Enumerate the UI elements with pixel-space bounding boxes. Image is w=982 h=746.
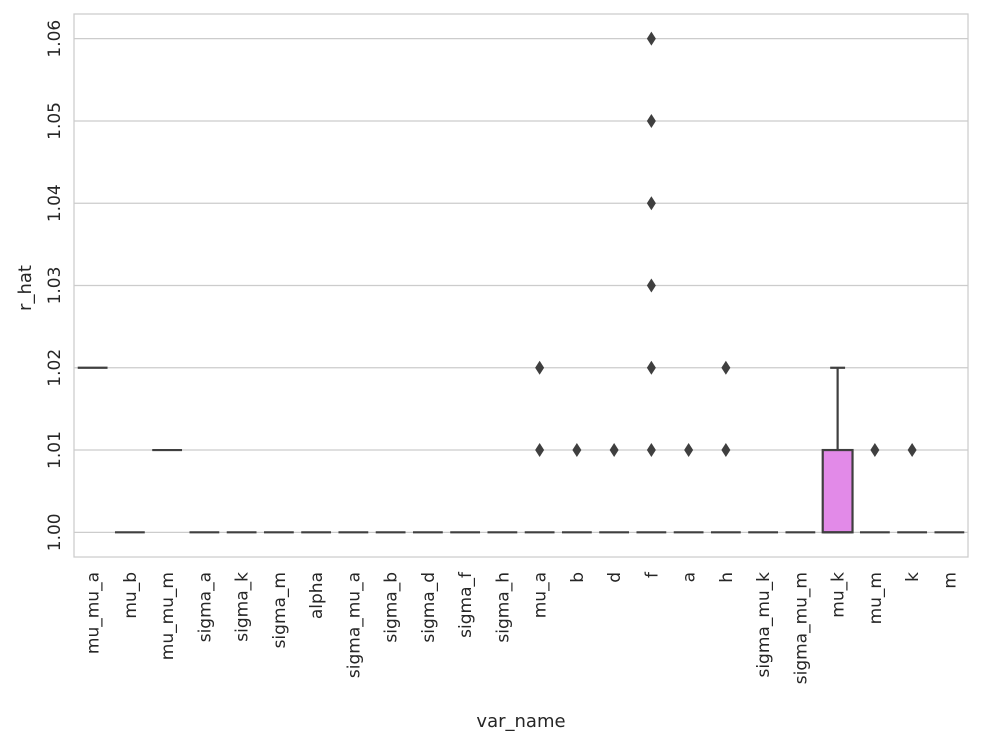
outlier-point xyxy=(535,443,545,458)
x-tick-label: sigma_a xyxy=(195,572,215,642)
y-axis-label: r_hat xyxy=(15,265,36,311)
x-tick-label: sigma_b xyxy=(382,572,402,643)
x-tick-label: d xyxy=(605,572,625,583)
y-tick-label: 1.03 xyxy=(45,267,65,305)
outlier-point xyxy=(572,443,582,458)
x-tick-label: sigma_f xyxy=(456,571,476,638)
outlier-point xyxy=(646,113,656,128)
outlier-point xyxy=(646,31,656,46)
x-tick-label: k xyxy=(903,572,923,582)
outlier-point xyxy=(907,443,917,458)
x-tick-label: m xyxy=(940,572,960,589)
outlier-point xyxy=(870,443,880,458)
x-tick-label: sigma_d xyxy=(419,572,439,643)
y-tick-labels: 1.00 1.01 1.02 1.03 1.04 1.05 1.06 xyxy=(45,20,65,551)
outlier-point xyxy=(721,443,731,458)
plot-frame xyxy=(73,13,969,558)
x-tick-label: mu_k xyxy=(829,572,849,618)
grid-lines xyxy=(74,38,968,533)
outlier-point xyxy=(646,443,656,458)
box-body xyxy=(821,448,854,534)
outlier-point xyxy=(721,360,731,375)
x-tick-label: b xyxy=(568,572,588,583)
y-tick-label: 1.06 xyxy=(45,20,65,58)
box-mu_m xyxy=(859,443,890,534)
y-tick-label: 1.02 xyxy=(45,349,65,387)
box-mu_a xyxy=(524,360,555,534)
x-tick-label: sigma_mu_a xyxy=(344,572,364,678)
box-a xyxy=(673,443,704,534)
box-k xyxy=(897,443,928,534)
box-f xyxy=(636,31,667,534)
x-tick-label: mu_a xyxy=(531,572,551,618)
x-tick-label: sigma_h xyxy=(493,572,513,643)
y-tick-label: 1.05 xyxy=(45,102,65,140)
y-tick-label: 1.04 xyxy=(45,184,65,222)
box-mu_k xyxy=(821,366,854,534)
x-tick-label: sigma_m xyxy=(270,572,290,648)
box-d xyxy=(599,443,630,534)
x-tick-label: sigma_k xyxy=(233,572,253,642)
x-tick-label: mu_mu_a xyxy=(84,572,104,654)
x-axis-label: var_name xyxy=(476,711,565,732)
outlier-point xyxy=(646,196,656,211)
x-tick-label: mu_b xyxy=(121,572,141,619)
x-tick-labels: mu_mu_a mu_b mu_mu_m sigma_a sigma_k sigma_m a… xyxy=(84,571,961,684)
y-tick-label: 1.00 xyxy=(45,513,65,551)
box-b xyxy=(561,443,592,534)
outlier-point xyxy=(646,278,656,293)
x-tick-label: mu_m xyxy=(866,572,886,624)
x-tick-label: mu_mu_m xyxy=(158,572,178,660)
outlier-point xyxy=(535,360,545,375)
outlier-point xyxy=(609,443,619,458)
x-tick-label: a xyxy=(680,572,700,582)
x-tick-label: sigma_mu_k xyxy=(754,572,774,678)
x-tick-label: sigma_mu_m xyxy=(791,572,811,684)
outlier-point xyxy=(684,443,694,458)
box-h xyxy=(710,360,741,534)
box-marks xyxy=(77,31,965,534)
x-tick-label: alpha xyxy=(307,572,327,619)
outlier-point xyxy=(646,360,656,375)
y-tick-label: 1.01 xyxy=(45,431,65,469)
x-tick-label: f xyxy=(642,571,662,578)
x-tick-label: h xyxy=(717,572,737,583)
